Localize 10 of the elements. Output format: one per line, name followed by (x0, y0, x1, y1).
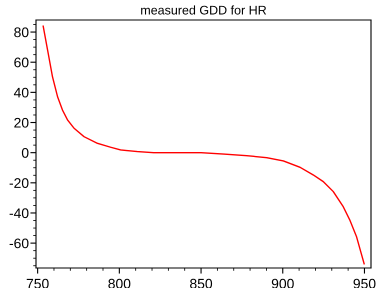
y-tick-label: 20 (14, 118, 29, 128)
chart-title: measured GDD for HR (141, 5, 266, 15)
y-tick-label: 40 (14, 88, 29, 98)
y-tick-label: -60 (10, 238, 29, 248)
y-tick-label: 60 (14, 58, 29, 68)
y-tick-label: 80 (14, 27, 29, 38)
y-tick-label: -20 (10, 178, 29, 188)
line-series (42, 25, 365, 264)
y-tick-label: 0 (22, 148, 29, 158)
y-tick-label: -40 (10, 208, 29, 218)
